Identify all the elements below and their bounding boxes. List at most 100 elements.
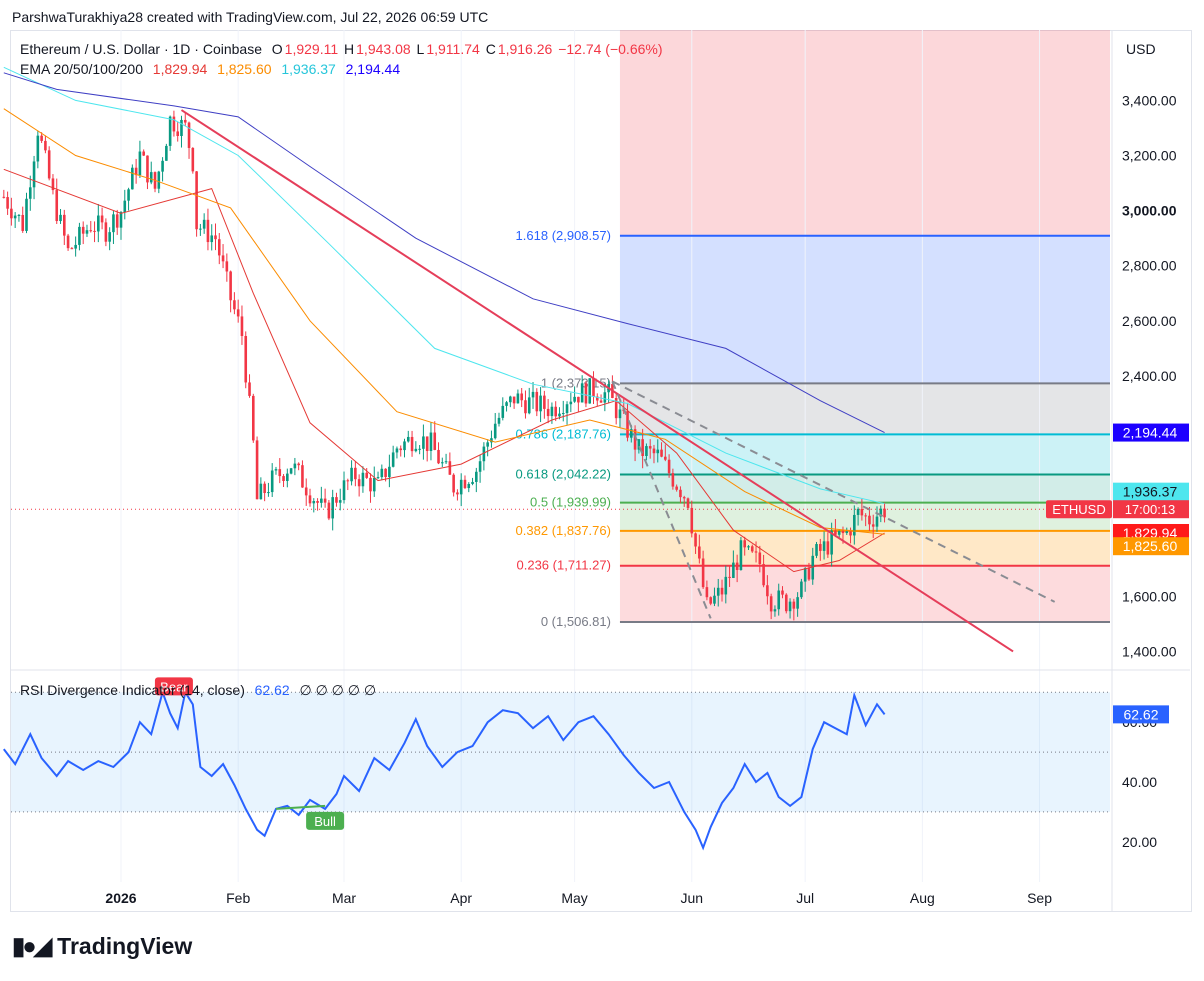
candle-body[interactable] bbox=[815, 544, 818, 556]
candle-body[interactable] bbox=[664, 456, 667, 460]
candle-body[interactable] bbox=[376, 477, 380, 479]
candle-body[interactable] bbox=[728, 576, 731, 578]
candle-body[interactable] bbox=[509, 396, 512, 403]
candle-body[interactable] bbox=[28, 187, 32, 199]
candle-body[interactable] bbox=[573, 396, 576, 402]
candle-body[interactable] bbox=[743, 540, 746, 548]
candle-body[interactable] bbox=[40, 135, 43, 141]
candle-body[interactable] bbox=[618, 409, 622, 419]
candle-body[interactable] bbox=[478, 461, 482, 472]
candle-body[interactable] bbox=[176, 131, 179, 137]
candle-body[interactable] bbox=[240, 316, 244, 336]
candle-body[interactable] bbox=[217, 239, 221, 256]
candle-body[interactable] bbox=[868, 515, 871, 525]
candle-body[interactable] bbox=[172, 116, 176, 132]
candle-body[interactable] bbox=[308, 495, 312, 504]
candle-body[interactable] bbox=[626, 411, 629, 438]
candle-body[interactable] bbox=[97, 215, 100, 232]
candle-body[interactable] bbox=[391, 452, 395, 467]
ema-line-ema100[interactable] bbox=[3, 66, 885, 505]
candle-body[interactable] bbox=[418, 448, 421, 450]
candle-body[interactable] bbox=[233, 300, 236, 310]
candle-body[interactable] bbox=[845, 531, 849, 534]
candle-body[interactable] bbox=[516, 393, 520, 404]
candle-body[interactable] bbox=[85, 230, 89, 234]
candle-body[interactable] bbox=[834, 530, 837, 535]
candle-body[interactable] bbox=[641, 439, 644, 457]
candle-body[interactable] bbox=[766, 585, 769, 597]
candle-body[interactable] bbox=[168, 116, 172, 146]
legend-symbol[interactable]: Ethereum / U.S. Dollar · 1D · Coinbase bbox=[20, 41, 262, 57]
candle-body[interactable] bbox=[705, 587, 709, 598]
candle-body[interactable] bbox=[206, 219, 210, 243]
candle-body[interactable] bbox=[2, 196, 6, 198]
candle-body[interactable] bbox=[796, 597, 799, 609]
candle-body[interactable] bbox=[365, 472, 368, 478]
candle-body[interactable] bbox=[792, 601, 796, 609]
candle-body[interactable] bbox=[527, 397, 531, 414]
candle-body[interactable] bbox=[864, 515, 867, 517]
candle-body[interactable] bbox=[716, 587, 720, 596]
candle-body[interactable] bbox=[512, 396, 516, 404]
tradingview-logo[interactable]: ▮●◢ TradingView bbox=[12, 932, 192, 961]
candle-body[interactable] bbox=[142, 151, 145, 156]
candle-body[interactable] bbox=[25, 198, 28, 231]
candle-body[interactable] bbox=[301, 465, 304, 488]
candle-body[interactable] bbox=[323, 498, 327, 503]
candle-body[interactable] bbox=[826, 541, 830, 555]
candle-body[interactable] bbox=[286, 473, 289, 481]
candle-body[interactable] bbox=[293, 463, 297, 469]
candle-body[interactable] bbox=[127, 189, 130, 201]
candle-body[interactable] bbox=[395, 448, 399, 453]
candle-body[interactable] bbox=[633, 429, 637, 450]
candle-body[interactable] bbox=[361, 472, 365, 487]
candle-body[interactable] bbox=[78, 226, 81, 245]
candle-body[interactable] bbox=[709, 597, 712, 604]
candle-body[interactable] bbox=[520, 393, 523, 401]
candle-body[interactable] bbox=[584, 383, 588, 404]
candle-body[interactable] bbox=[350, 467, 353, 482]
candle-body[interactable] bbox=[769, 596, 773, 612]
candle-body[interactable] bbox=[89, 230, 93, 232]
candle-body[interactable] bbox=[856, 508, 860, 515]
candle-body[interactable] bbox=[675, 486, 678, 490]
candle-body[interactable] bbox=[199, 228, 202, 230]
candle-body[interactable] bbox=[561, 413, 565, 415]
candle-body[interactable] bbox=[59, 214, 62, 222]
candle-body[interactable] bbox=[656, 449, 660, 454]
candle-body[interactable] bbox=[546, 408, 550, 417]
descending-trendline[interactable] bbox=[180, 109, 1014, 653]
candle-body[interactable] bbox=[70, 248, 74, 250]
candle-body[interactable] bbox=[252, 395, 255, 441]
candle-body[interactable] bbox=[316, 501, 319, 503]
candle-body[interactable] bbox=[100, 215, 104, 223]
ema-line-ema50[interactable] bbox=[3, 108, 885, 535]
legend-rsi-label[interactable]: RSI Divergence Indicator (14, close) bbox=[20, 682, 245, 698]
symbol-tag[interactable] bbox=[1046, 500, 1112, 519]
candle-body[interactable] bbox=[471, 481, 474, 484]
dashed-channel-lower[interactable] bbox=[611, 381, 712, 619]
candle-body[interactable] bbox=[229, 271, 232, 301]
candle-body[interactable] bbox=[146, 155, 149, 183]
candle-body[interactable] bbox=[104, 222, 108, 242]
candle-body[interactable] bbox=[758, 552, 762, 564]
candle-body[interactable] bbox=[497, 417, 501, 424]
candle-body[interactable] bbox=[671, 473, 675, 487]
candle-body[interactable] bbox=[452, 474, 455, 493]
candle-body[interactable] bbox=[244, 335, 248, 383]
candle-body[interactable] bbox=[342, 480, 346, 501]
candle-body[interactable] bbox=[425, 436, 429, 451]
candle-body[interactable] bbox=[410, 436, 414, 452]
candle-body[interactable] bbox=[388, 466, 391, 478]
candle-body[interactable] bbox=[380, 468, 384, 478]
candle-body[interactable] bbox=[119, 212, 123, 228]
candle-body[interactable] bbox=[369, 477, 372, 492]
candle-body[interactable] bbox=[51, 178, 55, 191]
candle-body[interactable] bbox=[112, 214, 115, 233]
candle-body[interactable] bbox=[830, 530, 833, 555]
candle-body[interactable] bbox=[10, 208, 13, 219]
candle-body[interactable] bbox=[603, 392, 607, 403]
candle-body[interactable] bbox=[592, 378, 595, 397]
candle-body[interactable] bbox=[384, 468, 387, 478]
candle-body[interactable] bbox=[414, 448, 418, 452]
